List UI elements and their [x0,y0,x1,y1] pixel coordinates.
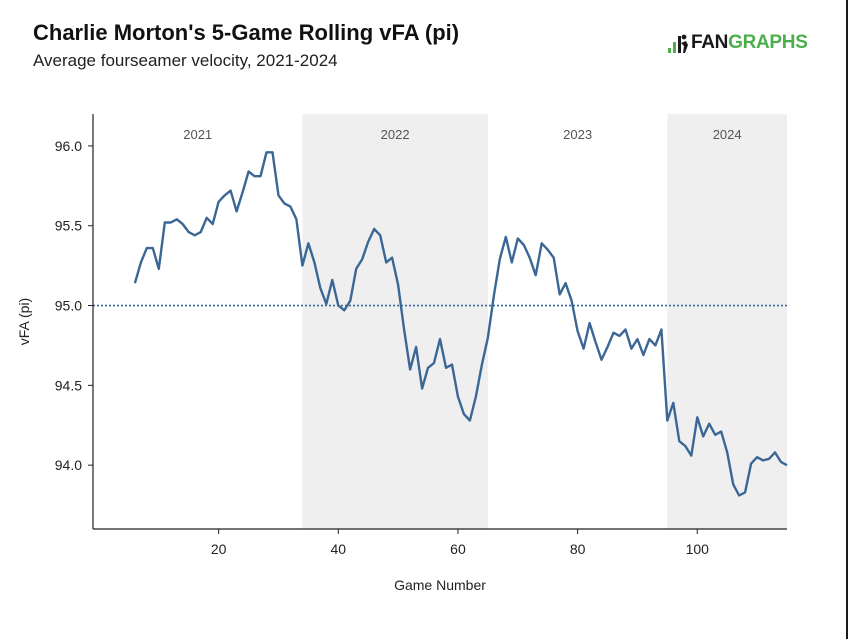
season-band-2022 [302,114,488,529]
chart-title: Charlie Morton's 5-Game Rolling vFA (pi) [33,20,460,45]
season-label-2023: 2023 [563,127,592,142]
season-bands [302,114,787,529]
logo-graphs-text: GRAPHS [728,32,808,53]
season-label-2024: 2024 [713,127,742,142]
season-label-2022: 2022 [381,127,410,142]
chart-subtitle: Average fourseamer velocity, 2021-2024 [33,51,338,70]
y-tick-label: 95.5 [55,218,82,234]
x-tick-label: 80 [570,541,586,557]
x-axis-label: Game Number [394,577,486,593]
season-labels: 2021 2022 2023 2024 [183,127,741,142]
y-ticks: 94.0 94.5 95.0 95.5 96.0 [55,138,93,473]
x-tick-label: 20 [211,541,227,557]
y-tick-label: 96.0 [55,138,82,154]
x-tick-label: 100 [686,541,710,557]
y-tick-label: 95.0 [55,298,82,314]
fangraphs-wordmark: FANGRAPHS [691,32,808,54]
fangraphs-logo: FANGRAPHS [667,31,808,55]
season-label-2021: 2021 [183,127,212,142]
x-tick-label: 60 [450,541,466,557]
season-band-2024 [667,114,787,529]
y-axis-label: vFA (pi) [16,298,32,345]
y-tick-label: 94.5 [55,377,82,393]
logo-fan-text: FAN [691,32,729,53]
x-tick-label: 40 [331,541,347,557]
y-tick-label: 94.0 [55,457,82,473]
fangraphs-bars-icon [668,34,688,53]
series-line [133,151,788,497]
x-ticks: 20 40 60 80 100 [211,529,709,557]
